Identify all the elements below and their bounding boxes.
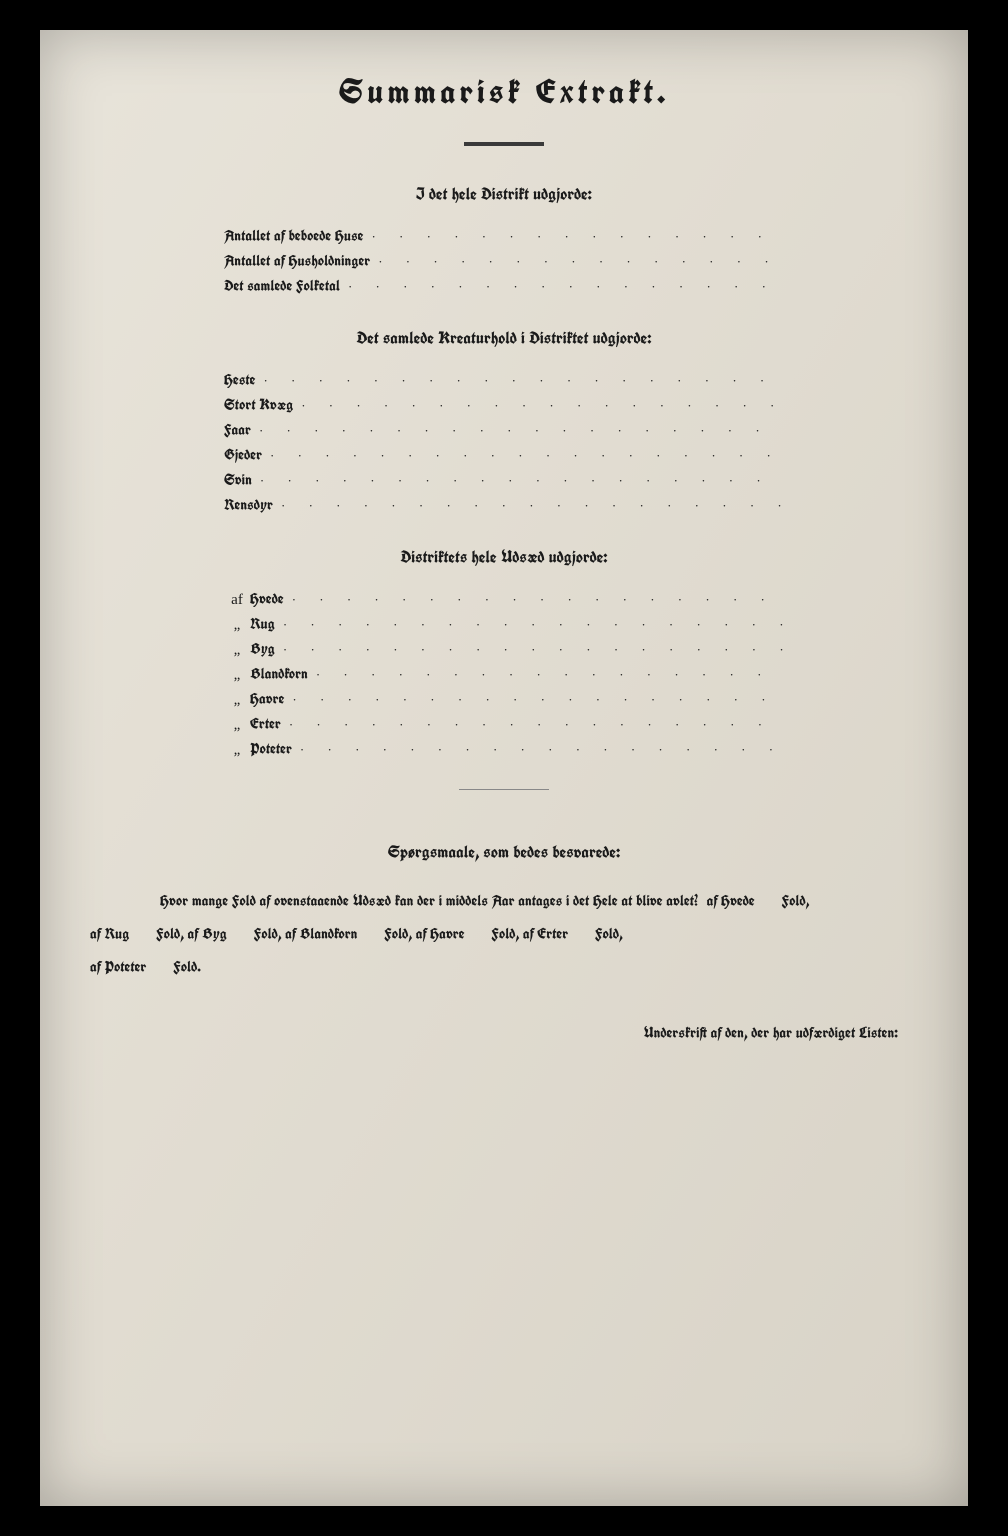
list-item: Heste [224,371,784,390]
list-item: „ Poteter [224,740,784,759]
title-rule [464,142,544,146]
dot-leader [283,617,784,633]
row-label: Faar [224,421,259,440]
q-item: Fold, af Erter [491,925,568,944]
dot-leader [283,642,784,658]
row-label: Rug [250,615,283,634]
dot-leader [289,717,784,733]
list-item: af Hvede [224,590,784,609]
question-line-3: af Poteter Fold. [90,951,918,984]
q-item: af Hvede [707,892,755,911]
list-item: Faar [224,421,784,440]
section3-heading: Distriktets hele Udsæd udgjorde: [40,545,968,568]
q-item: Fold, af Blandkorn [254,925,358,944]
ditto-mark: „ [224,692,250,709]
dot-leader [292,692,784,708]
list-item: „ Erter [224,715,784,734]
dot-leader [301,398,784,414]
dot-leader [263,373,784,389]
dot-leader [259,423,784,439]
ditto-mark: „ [224,642,250,659]
row-label: Antallet af Husholdninger [224,252,378,271]
question-line-2: af Rug Fold, af Byg Fold, af Blandkorn F… [90,918,918,951]
ditto-mark: „ [224,742,250,759]
row-prefix: af [224,592,250,609]
signature-line: Underskrift af den, der har udfærdiget L… [40,984,968,1043]
thin-rule [459,789,549,790]
list-item: Antallet af Husholdninger [224,252,784,271]
list-item: Stort Kvæg [224,396,784,415]
q-item: af Poteter [90,958,146,977]
list-item: „ Blandkorn [224,665,784,684]
row-label: Stort Kvæg [224,396,301,415]
section1-heading: I det hele Distrikt udgjorde: [40,182,968,205]
section1-block: Antallet af beboede Huse Antallet af Hus… [224,227,784,296]
dot-leader [281,498,784,514]
dot-leader [378,254,784,270]
section2-block: Heste Stort Kvæg Faar Gjeder Svin Rensdy… [224,371,784,515]
q-item: Fold, [595,925,623,944]
list-item: Svin [224,471,784,490]
dot-leader [270,448,784,464]
list-item: „ Havre [224,690,784,709]
row-label: Byg [250,640,283,659]
document-page: Summarisk Extrakt. I det hele Distrikt u… [40,30,968,1506]
ditto-mark: „ [224,667,250,684]
questions-heading: Spørgsmaale, som bedes besvarede: [40,840,968,863]
ditto-mark: „ [224,617,250,634]
dot-leader [348,279,784,295]
ditto-mark: „ [224,717,250,734]
section2-heading: Det samlede Kreaturhold i Distriktet udg… [40,326,968,349]
row-label: Rensdyr [224,496,281,515]
dot-leader [292,592,784,608]
list-item: „ Rug [224,615,784,634]
q-item: Fold. [173,958,201,977]
q-item: Fold, af Havre [384,925,464,944]
row-label: Havre [250,690,292,709]
dot-leader [371,229,784,245]
row-label: Gjeder [224,446,270,465]
question-lead: Hvor mange Fold af ovenstaaende Udsæd ka… [160,892,698,911]
row-label: Heste [224,371,263,390]
questions-block: Hvor mange Fold af ovenstaaende Udsæd ka… [40,885,968,984]
row-label: Poteter [250,740,300,759]
list-item: Rensdyr [224,496,784,515]
q-item: Fold, [782,892,810,911]
row-label: Hvede [250,590,292,609]
q-item: af Rug [90,925,129,944]
page-title: Summarisk Extrakt. [40,70,968,114]
question-line-1: Hvor mange Fold af ovenstaaende Udsæd ka… [90,885,918,918]
list-item: Det samlede Folketal [224,277,784,296]
row-label: Antallet af beboede Huse [224,227,371,246]
dot-leader [300,742,784,758]
row-label: Blandkorn [250,665,316,684]
dot-leader [316,667,784,683]
dot-leader [260,473,784,489]
row-label: Det samlede Folketal [224,277,348,296]
list-item: Gjeder [224,446,784,465]
section3-block: af Hvede „ Rug „ Byg „ Blandkorn „ Havre… [224,590,784,759]
row-label: Erter [250,715,289,734]
list-item: Antallet af beboede Huse [224,227,784,246]
row-label: Svin [224,471,260,490]
q-item: Fold, af Byg [156,925,227,944]
list-item: „ Byg [224,640,784,659]
